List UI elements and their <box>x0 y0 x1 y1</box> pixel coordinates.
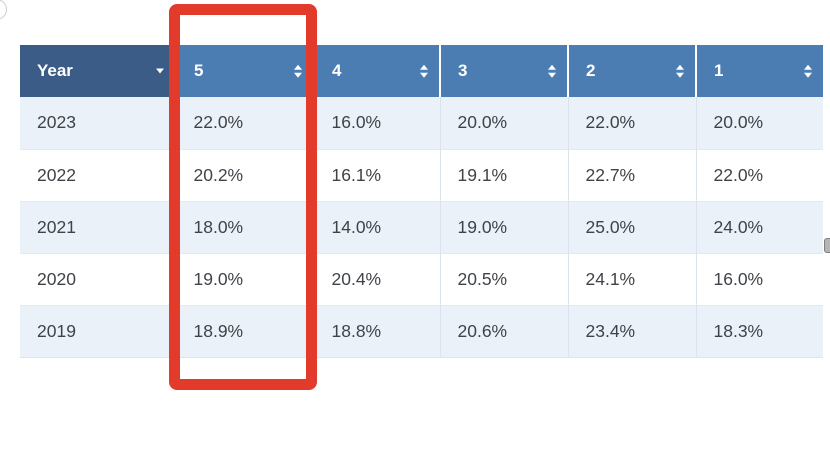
value-cell: 20.0% <box>695 97 823 149</box>
value-cell: 25.0% <box>567 200 696 253</box>
year-cell: 2021 <box>20 200 176 253</box>
value-cell: 22.7% <box>567 148 696 201</box>
rates-table: Year 5 4 3 2 <box>20 45 823 358</box>
value-cell: 20.5% <box>439 252 568 305</box>
column-header-5[interactable]: 5 <box>175 45 314 97</box>
column-header-label: 2 <box>586 61 596 80</box>
value-cell: 19.0% <box>439 200 568 253</box>
column-header-year[interactable]: Year <box>20 45 176 97</box>
sort-both-icon <box>676 64 684 78</box>
sort-both-icon <box>294 64 302 78</box>
column-header-3[interactable]: 3 <box>439 45 568 97</box>
value-cell: 16.0% <box>313 97 440 149</box>
year-cell: 2019 <box>20 304 176 358</box>
value-cell: 18.8% <box>313 304 440 358</box>
table-row: 2022 20.2% 16.1% 19.1% 22.7% 22.0% <box>20 148 823 201</box>
value-cell: 23.4% <box>567 304 696 358</box>
value-cell: 24.1% <box>567 252 696 305</box>
table-header-row: Year 5 4 3 2 <box>20 45 823 97</box>
sort-both-icon <box>420 64 428 78</box>
value-cell: 20.4% <box>313 252 440 305</box>
value-cell: 16.0% <box>695 252 823 305</box>
value-cell: 22.0% <box>567 97 696 149</box>
value-cell: 14.0% <box>313 200 440 253</box>
year-cell: 2023 <box>20 97 176 149</box>
column-header-label: 1 <box>714 61 724 80</box>
value-cell: 18.9% <box>175 304 314 358</box>
value-cell: 19.0% <box>175 252 314 305</box>
value-cell: 22.0% <box>695 148 823 201</box>
value-cell: 16.1% <box>313 148 440 201</box>
table-row: 2023 22.0% 16.0% 20.0% 22.0% 20.0% <box>20 97 823 149</box>
column-header-4[interactable]: 4 <box>313 45 440 97</box>
year-cell: 2022 <box>20 148 176 201</box>
sort-both-icon <box>548 64 556 78</box>
value-cell: 18.3% <box>695 304 823 358</box>
sort-both-icon <box>804 64 812 78</box>
column-header-label: 4 <box>332 61 342 80</box>
column-header-1[interactable]: 1 <box>695 45 823 97</box>
column-header-label: Year <box>37 61 73 80</box>
value-cell: 19.1% <box>439 148 568 201</box>
value-cell: 20.2% <box>175 148 314 201</box>
table-row: 2020 19.0% 20.4% 20.5% 24.1% 16.0% <box>20 252 823 305</box>
scrollbar-thumb[interactable] <box>824 238 830 253</box>
year-cell: 2020 <box>20 252 176 305</box>
value-cell: 24.0% <box>695 200 823 253</box>
sort-descending-icon <box>156 68 164 74</box>
column-header-2[interactable]: 2 <box>567 45 696 97</box>
table-row: 2019 18.9% 18.8% 20.6% 23.4% 18.3% <box>20 304 823 358</box>
value-cell: 22.0% <box>175 97 314 149</box>
value-cell: 18.0% <box>175 200 314 253</box>
value-cell: 20.0% <box>439 97 568 149</box>
column-header-label: 3 <box>458 61 468 80</box>
table-row: 2021 18.0% 14.0% 19.0% 25.0% 24.0% <box>20 200 823 253</box>
value-cell: 20.6% <box>439 304 568 358</box>
edge-circle-icon <box>0 0 7 20</box>
column-header-label: 5 <box>194 61 204 80</box>
